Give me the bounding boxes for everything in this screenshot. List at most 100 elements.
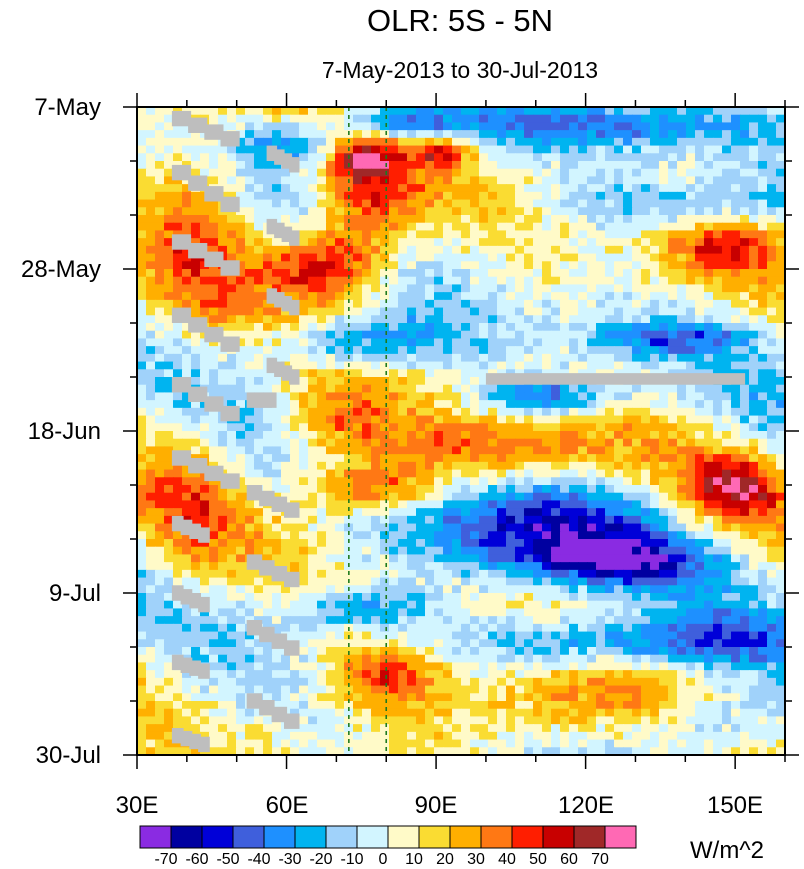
heatmap-cell xyxy=(704,245,714,255)
heatmap-cell xyxy=(578,477,588,486)
heatmap-cell xyxy=(191,238,201,247)
heatmap-cell xyxy=(587,492,597,502)
heatmap-cell xyxy=(578,346,588,355)
heatmap-cell xyxy=(164,616,174,625)
heatmap-cell xyxy=(389,546,399,556)
heatmap-cell xyxy=(722,215,732,224)
heatmap-cell xyxy=(371,130,381,139)
heatmap-cell xyxy=(713,608,723,617)
heatmap-cell xyxy=(218,585,228,594)
heatmap-cell xyxy=(308,299,318,309)
heatmap-cell xyxy=(731,554,741,563)
heatmap-cell xyxy=(326,623,336,633)
heatmap-cell xyxy=(578,438,588,448)
heatmap-cell xyxy=(137,485,147,494)
heatmap-cell xyxy=(443,215,453,224)
heatmap-cell xyxy=(767,299,777,309)
heatmap-cell xyxy=(641,431,651,440)
heatmap-cell xyxy=(569,253,579,262)
heatmap-cell xyxy=(578,330,588,340)
heatmap-cell xyxy=(659,184,669,193)
heatmap-cell xyxy=(713,346,723,355)
heatmap-cell xyxy=(650,415,660,424)
heatmap-cell xyxy=(245,631,255,640)
heatmap-cell xyxy=(641,199,651,208)
heatmap-cell xyxy=(659,454,669,463)
heatmap-cell xyxy=(398,292,408,301)
heatmap-cell xyxy=(470,546,480,556)
heatmap-cell xyxy=(623,122,633,131)
heatmap-cell xyxy=(776,346,786,355)
heatmap-cell xyxy=(236,423,246,432)
heatmap-cell xyxy=(740,207,750,216)
heatmap-cell xyxy=(497,500,507,509)
heatmap-cell xyxy=(272,431,282,440)
heatmap-cell xyxy=(704,446,714,455)
heatmap-cell xyxy=(245,500,255,509)
heatmap-cell xyxy=(479,593,489,602)
heatmap-cell xyxy=(470,415,480,424)
heatmap-cell xyxy=(731,161,741,170)
heatmap-cell xyxy=(677,307,687,316)
heatmap-cell xyxy=(155,207,165,216)
heatmap-cell xyxy=(389,245,399,255)
heatmap-cell xyxy=(353,122,363,131)
heatmap-cell xyxy=(632,400,642,409)
heatmap-cell xyxy=(767,369,777,378)
heatmap-cell xyxy=(614,616,624,625)
heatmap-cell xyxy=(317,384,327,394)
heatmap-cell xyxy=(146,492,156,502)
heatmap-cell xyxy=(155,191,165,201)
heatmap-cell xyxy=(632,593,642,602)
heatmap-cell xyxy=(497,238,507,247)
heatmap-cell xyxy=(767,392,777,401)
heatmap-cell xyxy=(470,539,480,548)
heatmap-cell xyxy=(434,477,444,486)
heatmap-cell xyxy=(470,377,480,386)
heatmap-cell xyxy=(704,562,714,571)
heatmap-cell xyxy=(209,137,219,147)
heatmap-cell xyxy=(605,168,615,178)
heatmap-cell xyxy=(776,500,786,509)
heatmap-cell xyxy=(416,323,426,332)
heatmap-cell xyxy=(353,515,363,525)
heatmap-cell xyxy=(722,438,732,448)
heatmap-cell xyxy=(641,539,651,548)
heatmap-cell xyxy=(596,307,606,316)
heatmap-cell xyxy=(155,446,165,455)
heatmap-cell xyxy=(704,469,714,478)
heatmap-cell xyxy=(776,222,786,232)
heatmap-cell xyxy=(776,384,786,394)
heatmap-cell xyxy=(227,600,237,610)
heatmap-cell xyxy=(452,199,462,208)
heatmap-cell xyxy=(614,230,624,239)
heatmap-cell xyxy=(398,215,408,224)
heatmap-cell xyxy=(380,508,390,517)
heatmap-cell xyxy=(497,384,507,394)
heatmap-cell xyxy=(524,485,534,494)
heatmap-cell xyxy=(578,107,588,116)
heatmap-cell xyxy=(659,338,669,347)
heatmap-cell xyxy=(596,508,606,517)
heatmap-cell xyxy=(641,546,651,556)
heatmap-cell xyxy=(677,284,687,293)
heatmap-cell xyxy=(731,307,741,316)
heatmap-cell xyxy=(740,176,750,185)
heatmap-cell xyxy=(317,454,327,463)
heatmap-cell xyxy=(470,114,480,124)
heatmap-cell xyxy=(623,199,633,208)
heatmap-cell xyxy=(731,245,741,255)
heatmap-cell xyxy=(452,176,462,185)
heatmap-cell xyxy=(452,438,462,448)
heatmap-cell xyxy=(704,222,714,232)
heatmap-cell xyxy=(281,539,291,548)
heatmap-cell xyxy=(488,631,498,640)
heatmap-cell xyxy=(434,184,444,193)
heatmap-cell xyxy=(731,469,741,478)
heatmap-cell xyxy=(335,323,345,332)
heatmap-cell xyxy=(335,531,345,540)
heatmap-cell xyxy=(398,315,408,324)
heatmap-cell xyxy=(695,307,705,316)
heatmap-cell xyxy=(407,461,417,471)
heatmap-cell xyxy=(371,562,381,571)
